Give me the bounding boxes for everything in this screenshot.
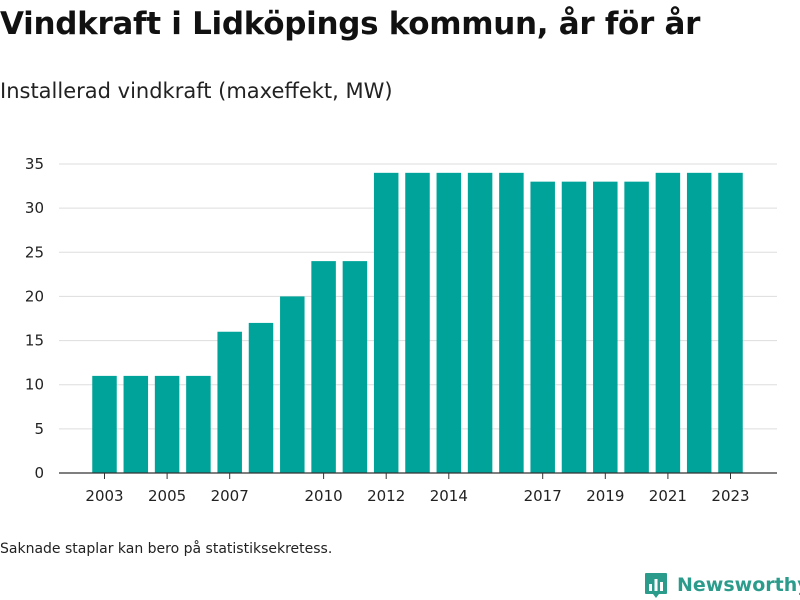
y-axis: 0 5 10 15 20 25 30 35 — [25, 155, 44, 482]
y-tick-label: 20 — [25, 287, 44, 305]
bar-2014 — [436, 172, 462, 474]
bar-2005 — [154, 375, 180, 473]
x-axis: 2003 2005 2007 2010 2012 2014 2017 2019 2021 2023 — [59, 472, 777, 505]
bar-2008 — [248, 322, 274, 473]
bar-2007 — [217, 331, 242, 473]
bar-2017 — [530, 181, 555, 473]
x-tick-label: 2005 — [148, 487, 186, 505]
footnote: Saknade staplar kan bero på statistiksek… — [0, 541, 333, 557]
x-tick-label: 2023 — [711, 487, 749, 505]
brand-logo[interactable]: Newsworthy — [644, 570, 800, 600]
bar-2009 — [280, 296, 305, 473]
bar-chart-logo-icon — [645, 572, 667, 598]
bar-2006 — [186, 375, 211, 473]
y-tick-label: 10 — [25, 376, 44, 394]
bar-2004 — [123, 375, 149, 473]
y-tick-label: 5 — [34, 420, 44, 438]
bar-2012 — [373, 172, 399, 474]
bar-2013 — [405, 172, 430, 474]
bar-2015 — [467, 172, 493, 474]
x-tick-label: 2007 — [211, 487, 249, 505]
bar-2019 — [593, 181, 618, 473]
bar-2011 — [342, 261, 368, 473]
bar-2010 — [311, 261, 336, 473]
chart-subtitle: Installerad vindkraft (maxeffekt, MW) — [0, 79, 393, 103]
x-tick-label: 2021 — [649, 487, 687, 505]
bar-2003 — [92, 375, 117, 473]
y-tick-label: 0 — [34, 464, 44, 482]
x-tick-label: 2019 — [586, 487, 624, 505]
bar-2020 — [624, 181, 649, 473]
x-tick-label: 2014 — [430, 487, 468, 505]
bar-2023 — [718, 172, 743, 474]
bar-2018 — [561, 181, 587, 473]
x-tick-label: 2010 — [305, 487, 343, 505]
x-tick-label: 2017 — [524, 487, 562, 505]
x-tick-label: 2012 — [367, 487, 405, 505]
brand-name: Newsworthy — [677, 574, 800, 596]
x-tick-label: 2003 — [85, 487, 123, 505]
bar-2021 — [655, 172, 681, 474]
y-tick-label: 35 — [25, 155, 44, 173]
bars — [92, 172, 743, 474]
y-tick-label: 30 — [25, 199, 44, 217]
y-tick-label: 25 — [25, 243, 44, 261]
y-tick-label: 15 — [25, 332, 44, 350]
bar-2016 — [499, 172, 524, 474]
chart-title: Vindkraft i Lidköpings kommun, år för år — [0, 6, 701, 42]
bar-2022 — [686, 172, 712, 474]
